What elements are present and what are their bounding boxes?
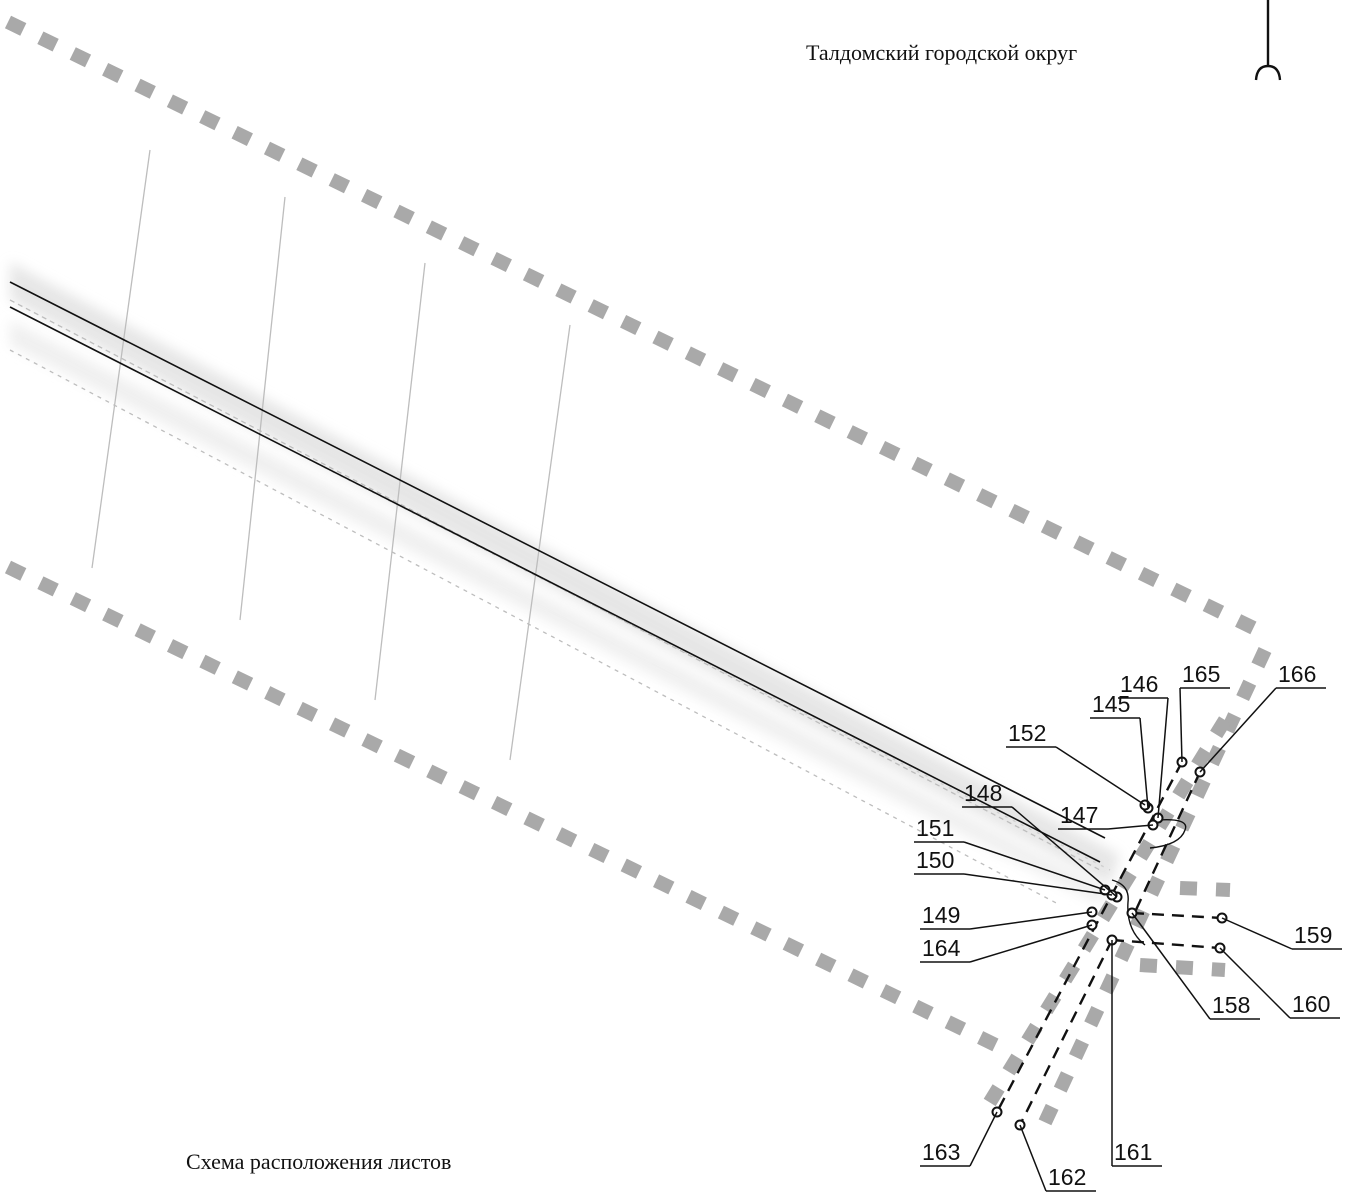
leader-line-149	[969, 911, 1093, 930]
district-title: Талдомский городской округ	[806, 40, 1078, 65]
point-label-159: 159	[1294, 922, 1332, 948]
junction-curves	[1111, 819, 1187, 946]
leader-line-163	[969, 1111, 998, 1167]
point-label-165: 165	[1182, 661, 1220, 687]
point-label-158: 158	[1212, 992, 1250, 1018]
leader-line-152	[1055, 746, 1146, 806]
leader-line-150	[963, 873, 1113, 896]
point-label-160: 160	[1292, 991, 1330, 1017]
point-label-166: 166	[1278, 661, 1316, 687]
point-label-162: 162	[1048, 1164, 1086, 1190]
leader-line-146	[1157, 697, 1169, 819]
leader-line-148	[1011, 806, 1118, 898]
leader-line-145	[1139, 717, 1149, 809]
leader-line-147	[1107, 824, 1154, 830]
point-label-150: 150	[916, 847, 954, 873]
leader-line-164	[969, 924, 1093, 963]
point-label-149: 149	[922, 902, 960, 928]
north-arrow-icon	[1254, 0, 1282, 81]
leader-line-166	[1199, 687, 1277, 773]
leader-line-159	[1221, 917, 1293, 950]
point-label-147: 147	[1060, 802, 1098, 828]
point-label-146: 146	[1120, 671, 1158, 697]
point-label-164: 164	[922, 935, 961, 961]
boundary-dash-top	[4, 15, 1274, 643]
point-label-161: 161	[1114, 1139, 1152, 1165]
leader-lines	[914, 687, 1342, 1192]
point-label-151: 151	[916, 815, 954, 841]
boundary-dash-bottom	[4, 560, 1010, 1057]
road-haze	[10, 262, 1120, 905]
point-label-148: 148	[964, 780, 1002, 806]
boundary-dash-right	[979, 647, 1272, 1136]
leader-line-165	[1179, 687, 1183, 763]
point-label-152: 152	[1008, 720, 1046, 746]
leader-line-151	[963, 841, 1106, 891]
road-edge-lines	[9, 281, 1106, 863]
point-label-163: 163	[922, 1139, 960, 1165]
leader-line-160	[1219, 947, 1291, 1019]
point-label-145: 145	[1092, 691, 1130, 717]
scheme-caption: Схема расположения листов	[186, 1149, 452, 1174]
leader-line-162	[1019, 1124, 1047, 1192]
leader-line-158	[1131, 912, 1211, 1020]
